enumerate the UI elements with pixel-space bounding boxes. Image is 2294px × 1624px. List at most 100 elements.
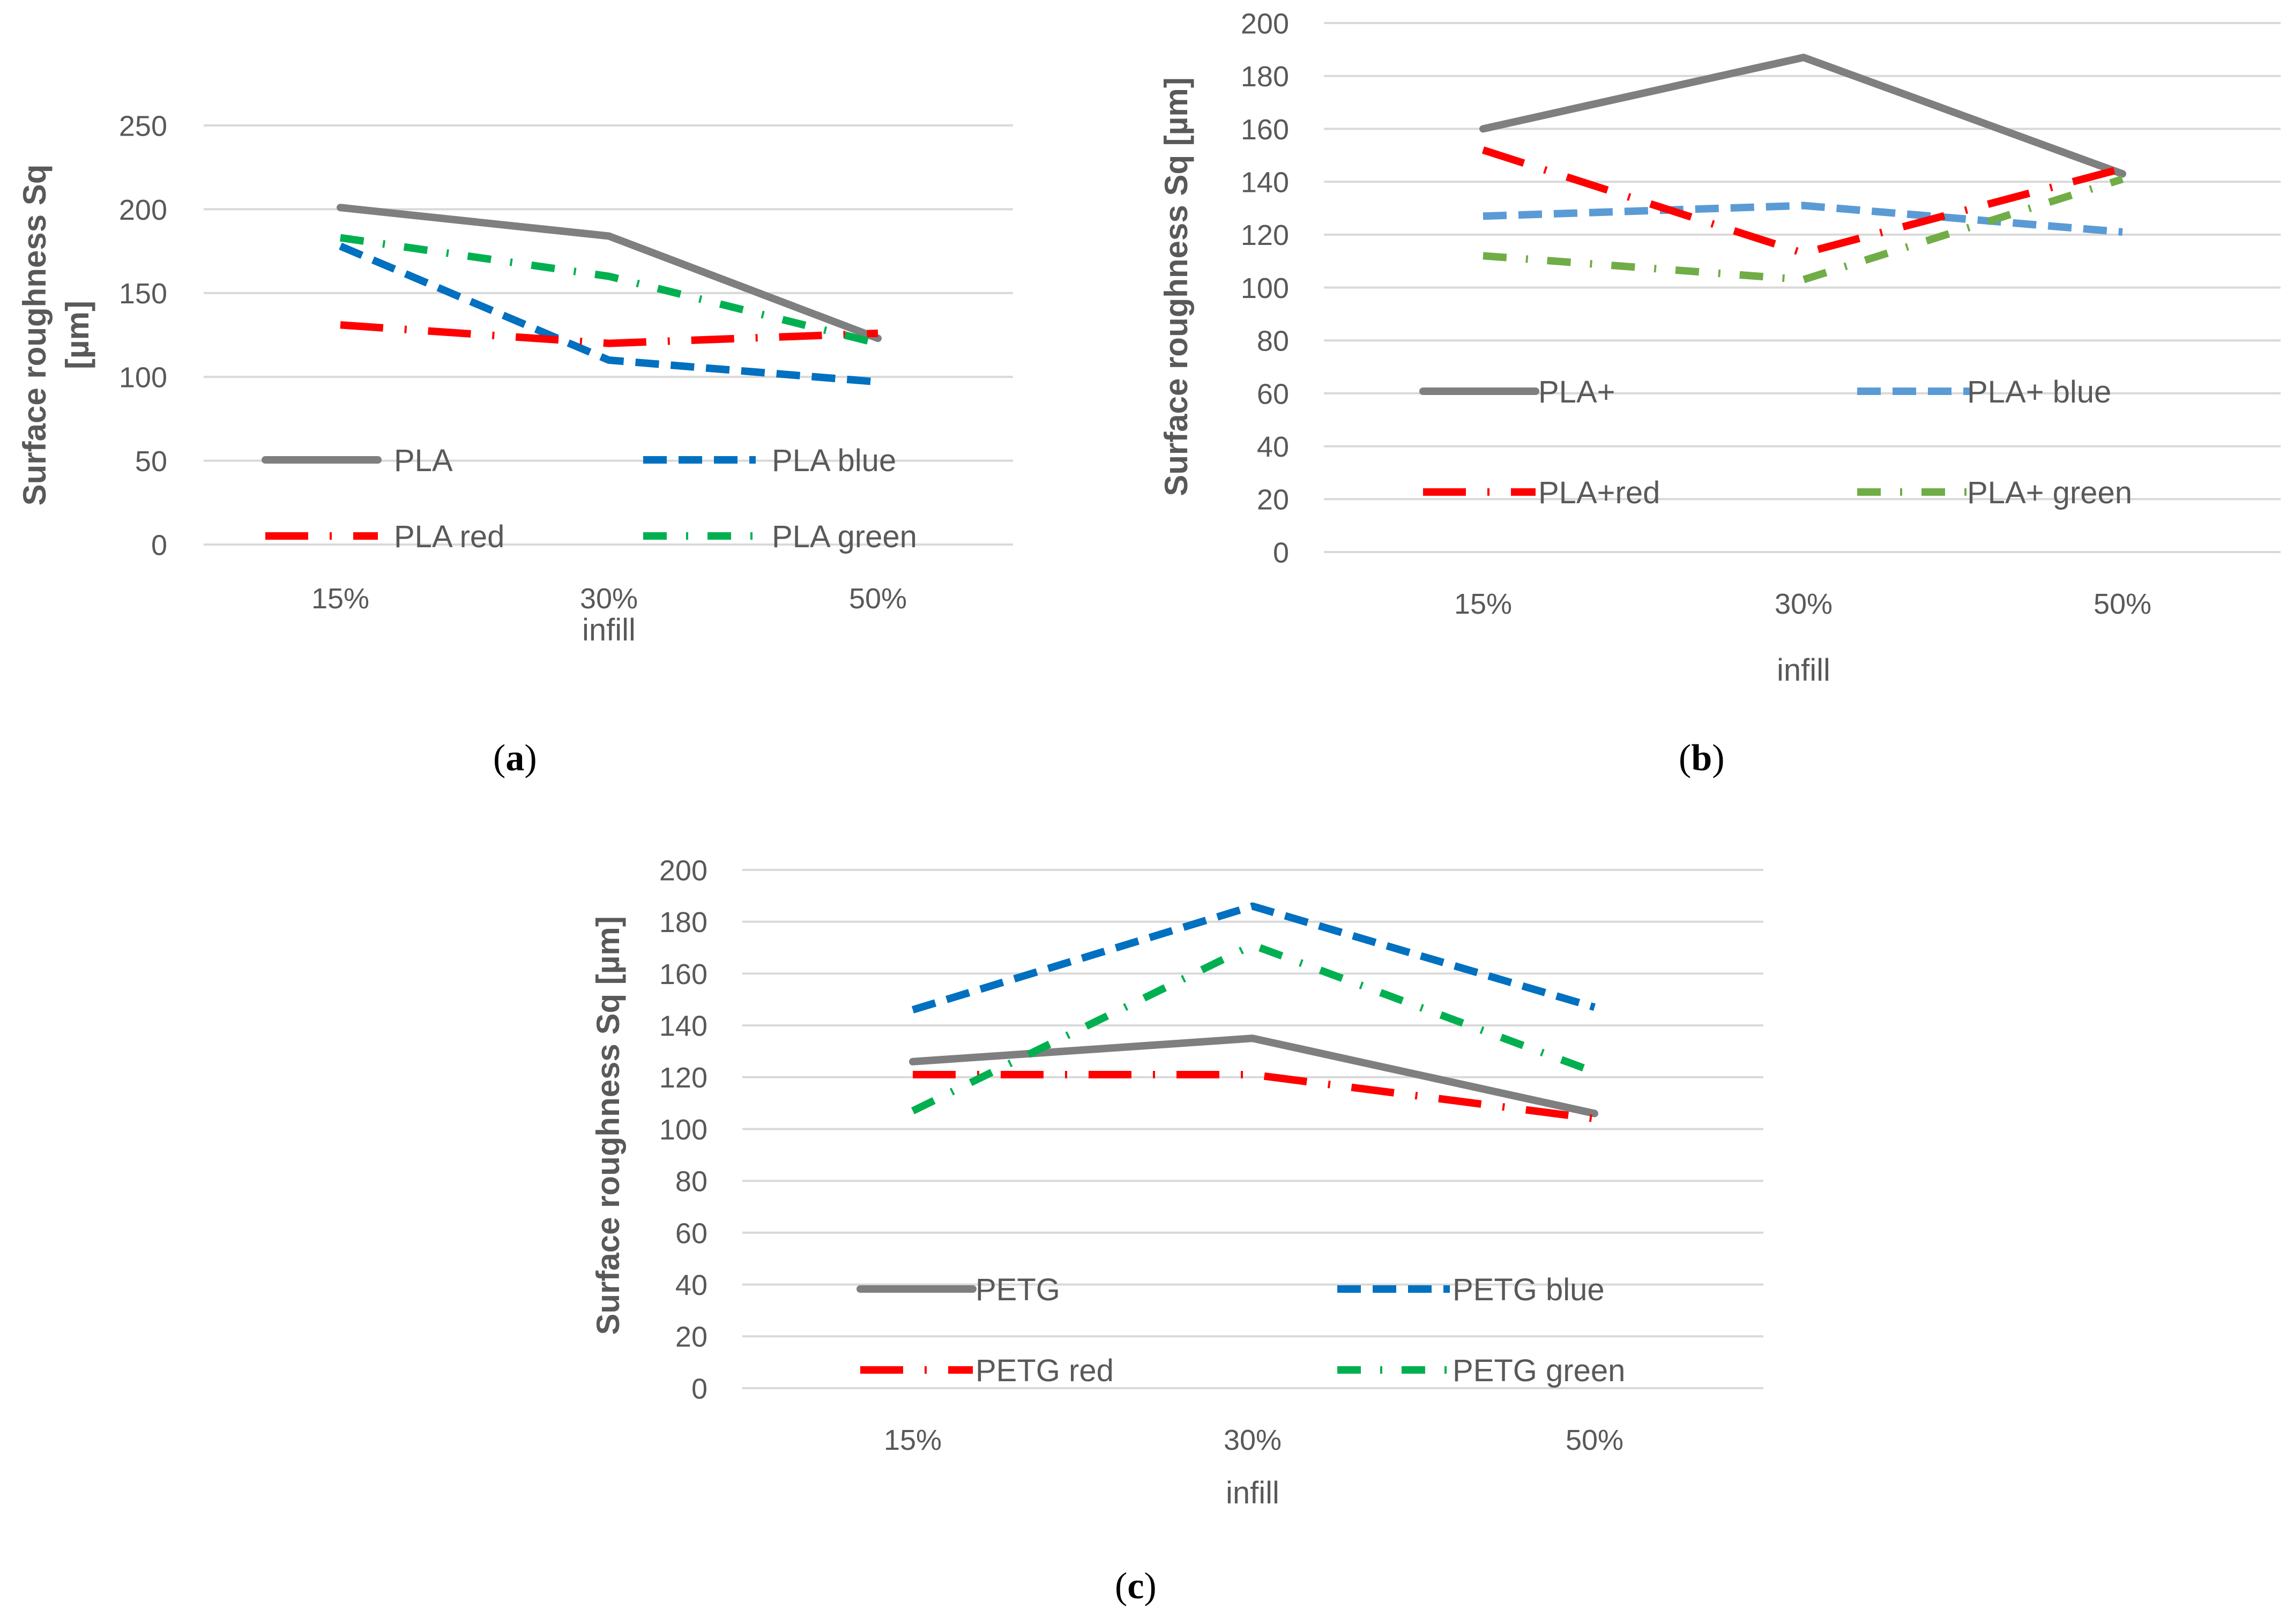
y-tick-label-b-5: 100 <box>1241 272 1289 304</box>
data-point-a-2-0 <box>337 321 344 329</box>
data-point-c-0-1 <box>1249 1034 1256 1042</box>
legend-label-b-0: PLA+ <box>1538 375 1615 409</box>
series-line-c-1 <box>911 902 1596 1014</box>
x-axis-label-a: infill <box>582 613 636 647</box>
legend-label-a-1: PLA blue <box>772 443 896 478</box>
chart-a: 0 50 100 150 200 250 15% 30% 50% infill Surface ro… <box>17 110 1013 647</box>
caption-b-letter: b <box>1691 737 1712 779</box>
y-tick-label-c-0: 0 <box>691 1373 707 1405</box>
data-point-b-3-0 <box>1479 252 1487 259</box>
legend-label-b-1: PLA+ blue <box>1967 375 2111 409</box>
y-tick-label-b-1: 20 <box>1257 484 1289 516</box>
y-tick-label-b-10: 200 <box>1241 8 1289 40</box>
data-point-c-3-2 <box>1591 1068 1598 1076</box>
caption-a: (a) <box>493 737 537 779</box>
y-tick-label-a-5: 250 <box>119 110 167 142</box>
y-tick-label-a-1: 50 <box>135 445 167 478</box>
series-line-c-3 <box>911 941 1596 1114</box>
caption-c-letter: c <box>1127 1566 1144 1607</box>
data-point-c-0-0 <box>909 1058 917 1066</box>
legend-label-c-2: PETG red <box>975 1353 1114 1388</box>
data-point-b-2-0 <box>1479 146 1487 154</box>
y-tick-label-c-7: 140 <box>659 1010 707 1042</box>
series-line-a-1 <box>339 242 878 386</box>
series-line-a-0 <box>337 204 882 342</box>
legend-label-a-0: PLA <box>394 443 453 478</box>
data-point-a-0-0 <box>337 204 344 211</box>
data-point-b-0-1 <box>1800 54 1807 61</box>
caption-b: (b) <box>1679 737 1725 779</box>
y-tick-label-c-6: 120 <box>659 1062 707 1094</box>
data-point-c-2-0 <box>909 1071 917 1078</box>
x-axis-label-b: infill <box>1777 653 1830 688</box>
series-line-c-0 <box>909 1034 1598 1118</box>
y-tick-label-c-1: 20 <box>675 1321 707 1353</box>
y-tick-label-c-9: 180 <box>659 906 707 938</box>
data-point-b-3-2 <box>2119 175 2126 183</box>
y-axis-label-a-0: Surface roughness Sq <box>17 165 53 506</box>
y-axis-label-b: Surface roughness Sq [µm] <box>1158 77 1194 496</box>
y-tick-label-c-2: 40 <box>675 1269 707 1301</box>
x-axis-label-c: infill <box>1226 1476 1279 1510</box>
y-tick-label-a-3: 150 <box>119 278 167 310</box>
legend-label-b-3: PLA+ green <box>1967 475 2132 510</box>
data-point-c-1-0 <box>909 1006 917 1014</box>
series-line-c-2 <box>913 1070 1595 1123</box>
y-tick-label-c-5: 100 <box>659 1114 707 1146</box>
legend-label-b-2: PLA+red <box>1538 475 1660 510</box>
data-point-a-1-0 <box>337 242 344 250</box>
y-tick-label-a-4: 200 <box>119 194 167 226</box>
x-tick-label-a-2: 50% <box>849 583 907 615</box>
data-point-a-2-1 <box>605 340 613 347</box>
legend-label-a-3: PLA green <box>772 519 917 554</box>
data-point-a-0-1 <box>605 232 613 240</box>
data-point-c-3-0 <box>909 1107 917 1115</box>
data-point-b-0-0 <box>1479 125 1487 132</box>
data-point-c-3-1 <box>1249 941 1256 949</box>
data-point-a-3-2 <box>874 340 882 347</box>
x-tick-label-c-0: 15% <box>884 1424 942 1456</box>
series-line-b-2 <box>1481 146 2124 257</box>
y-tick-label-b-6: 120 <box>1241 219 1289 251</box>
x-tick-label-a-0: 15% <box>311 583 369 615</box>
data-point-b-3-1 <box>1800 276 1807 284</box>
x-tick-label-b-0: 15% <box>1454 588 1512 620</box>
y-tick-label-b-2: 40 <box>1257 431 1289 463</box>
series-line-a-2 <box>340 321 878 347</box>
legend-label-c-3: PETG green <box>1453 1353 1625 1388</box>
data-point-a-1-2 <box>874 378 882 386</box>
data-point-c-1-1 <box>1249 903 1256 910</box>
chart-c: 0 20 40 60 80 100 120 140 160 180 200 15% 30% 50% infi… <box>590 854 1763 1510</box>
y-tick-label-c-4: 80 <box>675 1166 707 1198</box>
y-tick-label-b-8: 160 <box>1241 114 1289 146</box>
data-point-a-2-2 <box>874 330 882 337</box>
data-point-a-3-1 <box>605 273 613 280</box>
data-point-a-3-0 <box>337 234 344 242</box>
legend-label-a-2: PLA red <box>394 519 504 554</box>
series-line-b-0 <box>1479 54 2126 178</box>
chart-b: 0 20 40 60 80 100 120 140 160 180 200 15% 30% 50% infi… <box>1158 8 2281 688</box>
y-axis-label-c: Surface roughness Sq [µm] <box>590 916 626 1335</box>
data-point-b-1-1 <box>1800 202 1807 210</box>
y-axis-label-a-1: [µm] <box>59 301 95 369</box>
data-point-b-2-1 <box>1800 249 1807 257</box>
series-line-b-1 <box>1483 202 2123 236</box>
data-point-c-1-2 <box>1591 1003 1598 1011</box>
data-point-a-1-1 <box>605 356 613 364</box>
x-tick-label-c-2: 50% <box>1566 1424 1623 1456</box>
y-tick-label-c-8: 160 <box>659 958 707 990</box>
x-tick-label-b-1: 30% <box>1775 588 1833 620</box>
caption-c: (c) <box>1115 1566 1157 1607</box>
data-point-b-2-2 <box>2119 165 2126 172</box>
data-point-b-1-0 <box>1479 212 1487 220</box>
y-tick-label-a-0: 0 <box>151 529 167 561</box>
y-tick-label-b-0: 0 <box>1273 537 1289 569</box>
y-tick-label-b-9: 180 <box>1241 61 1289 93</box>
data-point-c-2-1 <box>1249 1071 1256 1078</box>
data-point-c-2-2 <box>1591 1115 1598 1122</box>
y-tick-label-c-10: 200 <box>659 854 707 887</box>
x-tick-label-c-1: 30% <box>1224 1424 1282 1456</box>
x-tick-label-b-2: 50% <box>2094 588 2151 620</box>
y-tick-label-b-7: 140 <box>1241 167 1289 199</box>
x-tick-label-a-1: 30% <box>580 583 638 615</box>
